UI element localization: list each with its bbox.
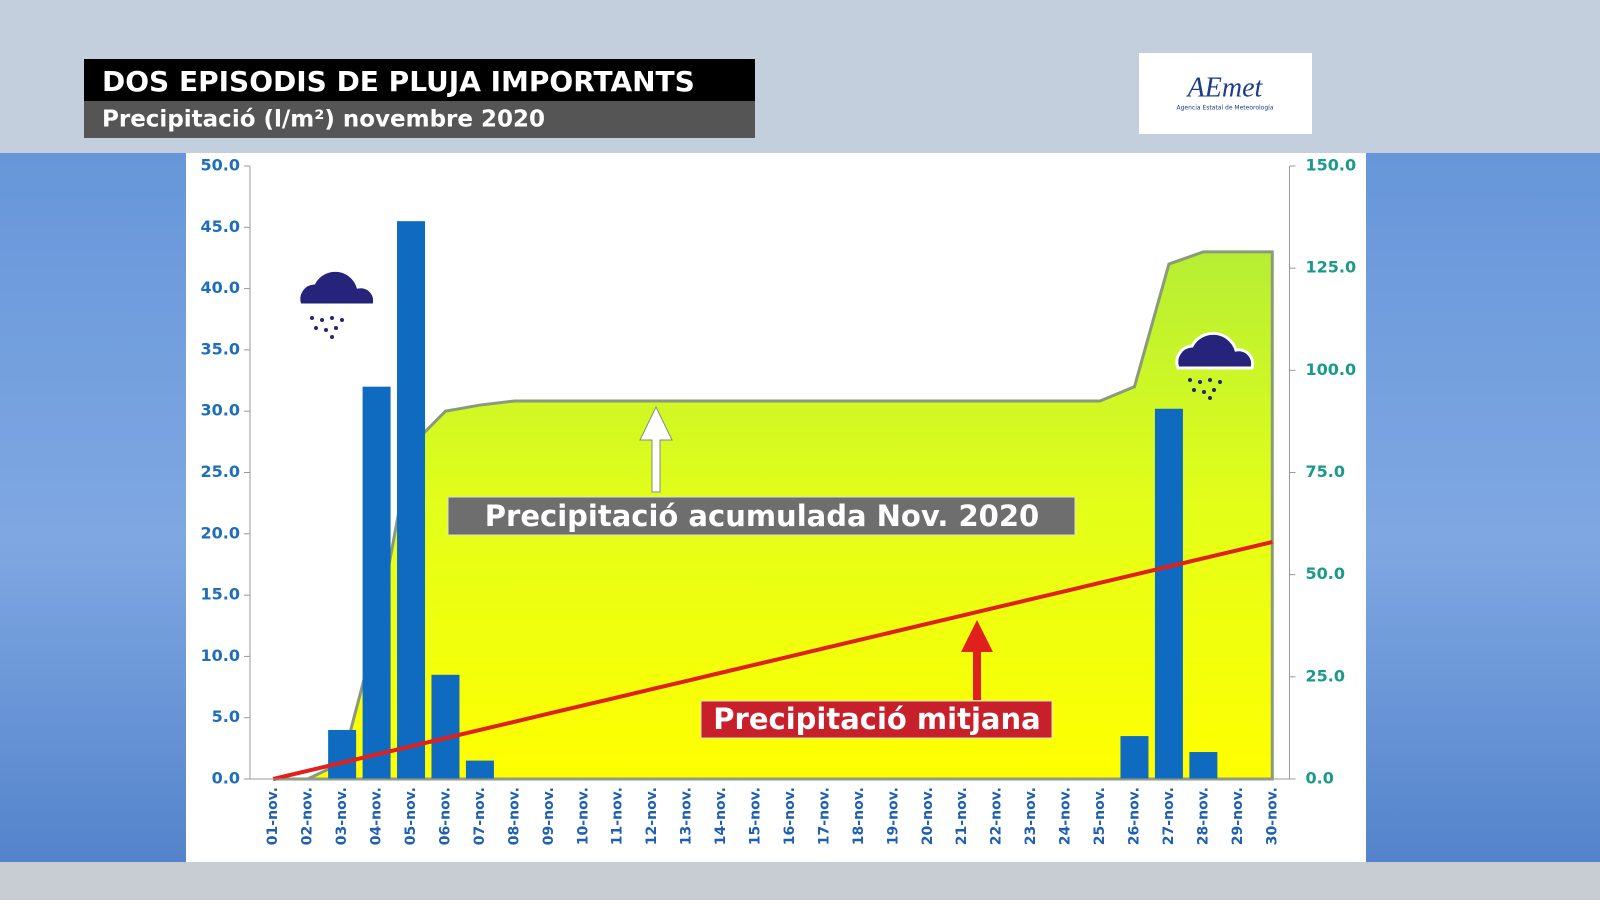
logo-box [1139,53,1312,134]
x-tick-label: 22-nov. [989,787,1005,845]
title-box [84,59,755,101]
y-tick-label: 20.0 [201,523,240,542]
subtitle-box [84,101,755,138]
x-tick-label: 12-nov. [644,787,660,845]
y-tick-label: 40.0 [201,278,240,297]
x-tick-label: 06-nov. [437,787,453,845]
annotations: Precipitació acumulada Nov. 2020 Precipi… [447,405,1076,739]
y-tick-label: 25.0 [201,462,240,481]
x-tick-label: 01-nov. [265,787,281,845]
y2-tick-label: 75.0 [1306,462,1345,481]
x-tick-label: 13-nov. [679,787,695,845]
x-tick-label: 08-nov. [506,787,522,845]
logo-tagline: Agencia Estatal de Meteorología [1177,105,1274,112]
subtitle: Precipitació (l/m²) novembre 2020 [102,107,545,133]
bar [328,729,357,779]
arrow [639,405,673,493]
x-tick-label: 11-nov. [610,787,626,845]
bar [431,674,460,779]
y-tick-label: 35.0 [201,339,240,358]
arrow [961,620,993,700]
bar [1154,408,1183,779]
x-tick-label: 14-nov. [713,787,729,845]
x-tick-label: 05-nov. [403,787,419,845]
x-tick-label: 18-nov. [851,787,867,845]
x-tick-label: 20-nov. [920,787,936,845]
x-tick-label: 30-nov. [1264,787,1280,845]
annotation-box [447,496,1076,536]
bar [1189,752,1218,779]
x-tick-label: 10-nov. [575,787,591,845]
x-tick-label: 27-nov. [1161,787,1177,845]
y-tick-label: 5.0 [212,707,240,726]
bar [465,760,494,779]
y-tick-label: 0.0 [212,769,240,788]
x-tick-label: 17-nov. [816,787,832,845]
x-tick-label: 09-nov. [541,787,557,845]
footer-band [0,862,1600,900]
y-tick-label: 50.0 [201,156,240,175]
x-tick-label: 25-nov. [1092,787,1108,845]
x-tick-label: 02-nov. [300,787,316,845]
logo-name: AEmet [1186,72,1264,103]
x-tick-label: 21-nov. [954,787,970,845]
x-tick-label: 03-nov. [334,787,350,845]
annotation: Precipitació acumulada Nov. 2020 [485,499,1039,533]
line [272,540,1273,781]
y-tick-label: 30.0 [201,401,240,420]
x-tick-label: 23-nov. [1023,787,1039,845]
y2-tick-label: 50.0 [1306,564,1345,583]
y2-tick-label: 125.0 [1306,258,1357,277]
x-tick-label: 19-nov. [885,787,901,845]
x-tick-label: 24-nov. [1058,787,1074,845]
x-tick-label: 07-nov. [472,787,488,845]
x-tick-label: 28-nov. [1195,787,1211,845]
x-tick-label: 29-nov. [1230,787,1246,845]
bar [397,221,426,780]
rain-icon [1175,331,1255,400]
annotation: Precipitació mitjana [713,702,1040,736]
y-tick-label: 10.0 [201,646,240,665]
title: DOS EPISODIS DE PLUJA IMPORTANTS [102,65,695,98]
y2-tick-label: 0.0 [1306,769,1334,788]
x-tick-label: 26-nov. [1126,787,1142,845]
rain-icon [297,268,377,339]
y2-tick-label: 150.0 [1306,156,1357,175]
bar [1120,736,1149,779]
x-tick-label: 04-nov. [369,787,385,845]
y-tick-label: 45.0 [201,217,240,236]
x-tick-label: 16-nov. [782,787,798,845]
annotation-box [700,700,1053,739]
y2-tick-label: 100.0 [1306,360,1357,379]
y-tick-label: 15.0 [201,585,240,604]
bar [362,386,391,779]
y2-tick-label: 25.0 [1306,666,1345,685]
x-tick-label: 15-nov. [748,787,764,845]
